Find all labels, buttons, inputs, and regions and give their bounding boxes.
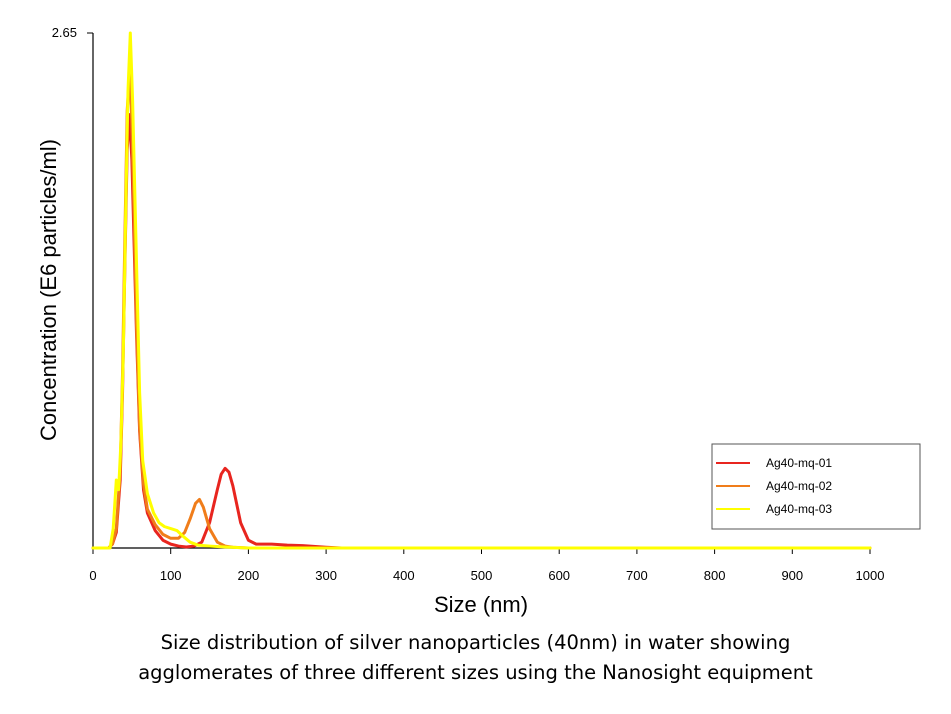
caption-line-2: agglomerates of three different sizes us… <box>138 661 813 684</box>
legend-label-3: Ag40-mq-03 <box>766 502 832 516</box>
x-tick-label: 900 <box>781 568 803 583</box>
y-tick-label: 2.65 <box>52 25 77 40</box>
chart: 0 100 200 300 400 500 600 700 800 900 1000 2.65 Si… <box>36 25 921 617</box>
x-tick-label: 1000 <box>856 568 885 583</box>
x-tick-label: 0 <box>89 568 96 583</box>
y-axis-title: Concentration (E6 particles/ml) <box>36 139 61 441</box>
x-tick-label: 800 <box>704 568 726 583</box>
x-axis-title: Size (nm) <box>434 592 528 617</box>
x-tick-label: 200 <box>238 568 260 583</box>
x-tick-label: 300 <box>315 568 337 583</box>
x-tick-label: 100 <box>160 568 182 583</box>
x-ticks: 0 100 200 300 400 500 600 700 800 900 1000 <box>89 548 884 583</box>
x-tick-label: 700 <box>626 568 648 583</box>
series-group <box>91 31 872 550</box>
caption-line-1: Size distribution of silver nanoparticle… <box>160 631 791 654</box>
series-line-3 <box>91 31 872 550</box>
figure-caption: Size distribution of silver nanoparticle… <box>0 628 951 688</box>
x-tick-label: 600 <box>548 568 570 583</box>
x-tick-label: 400 <box>393 568 415 583</box>
y-ticks: 2.65 <box>52 25 93 40</box>
legend: Ag40-mq-01 Ag40-mq-02 Ag40-mq-03 <box>711 443 921 530</box>
legend-label-2: Ag40-mq-02 <box>766 479 832 493</box>
legend-label-1: Ag40-mq-01 <box>766 456 832 470</box>
x-tick-label: 500 <box>471 568 493 583</box>
